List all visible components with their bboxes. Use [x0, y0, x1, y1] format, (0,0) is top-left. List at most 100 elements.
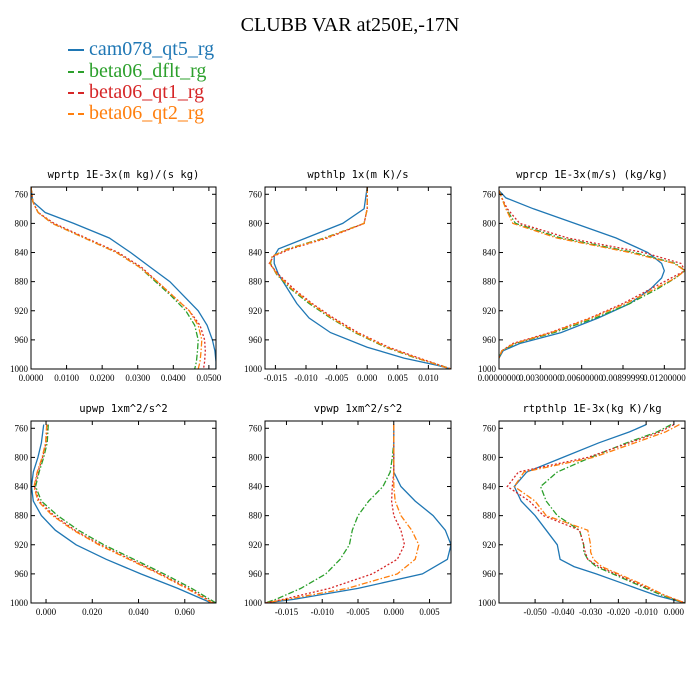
legend-label: beta06_qt1_rg	[89, 81, 205, 103]
y-tick-label: 880	[483, 277, 497, 287]
y-tick-label: 840	[249, 248, 263, 258]
plot-frame	[498, 420, 686, 604]
x-tick-label: -0.010	[635, 607, 659, 617]
series-line-beta06_dflt_rg	[31, 187, 199, 369]
plot-frame	[264, 420, 452, 604]
x-tick-label: 0.0200	[90, 373, 115, 383]
x-tick-label: 0.000	[664, 607, 685, 617]
y-tick-label: 960	[15, 335, 29, 345]
panel-title: wprtp 1E-3x(m kg)/(s kg)	[48, 169, 200, 181]
series-line-beta06_dflt_rg	[265, 424, 395, 603]
x-tick-label: 0.0100	[54, 373, 79, 383]
y-tick-label: 960	[483, 335, 497, 345]
y-tick-label: 840	[15, 248, 29, 258]
y-tick-label: 1000	[244, 364, 263, 374]
x-tick-label: 0.01200000	[643, 373, 686, 383]
x-tick-label: -0.015	[264, 373, 288, 383]
y-tick-label: 840	[483, 482, 497, 492]
x-tick-label: 0.060	[175, 607, 196, 617]
y-tick-label: 760	[483, 423, 497, 433]
x-tick-label: -0.030	[579, 607, 603, 617]
series-line-beta06_dflt_rg	[269, 187, 451, 369]
x-tick-label: 0.0400	[161, 373, 186, 383]
y-tick-label: 880	[483, 511, 497, 521]
y-tick-label: 920	[483, 540, 497, 550]
y-tick-label: 1000	[478, 364, 497, 374]
legend-swatch	[68, 71, 84, 74]
x-tick-label: -0.005	[325, 373, 349, 383]
y-tick-label: 920	[249, 306, 263, 316]
x-tick-label: 0.005	[388, 373, 409, 383]
panel-title: vpwp 1xm^2/s^2	[314, 403, 403, 415]
y-tick-label: 1000	[10, 364, 29, 374]
series-line-beta06_dflt_rg	[499, 190, 685, 359]
chart-panel-1: wprtp 1E-3x(m kg)/(s kg) 760 800 840 880 920 9…	[10, 169, 222, 383]
y-tick-label: 800	[483, 218, 497, 228]
legend-entry-cam078: cam078_qt5_rg	[68, 38, 214, 60]
y-tick-label: 1000	[10, 598, 29, 608]
y-tick-label: 760	[249, 423, 263, 433]
series-line-beta06_qt2_rg	[33, 424, 213, 603]
series-line-beta06_dflt_rg	[34, 424, 216, 603]
x-tick-label: 0.0300	[125, 373, 150, 383]
y-tick-label: 960	[249, 335, 263, 345]
series-line-beta06_qt1_rg	[33, 424, 215, 603]
x-tick-label: 0.040	[128, 607, 149, 617]
legend-label: beta06_dflt_rg	[89, 60, 207, 82]
x-tick-label: -0.020	[607, 607, 631, 617]
y-tick-label: 800	[15, 218, 29, 228]
legend-label: cam078_qt5_rg	[89, 38, 215, 60]
panel-title: wprcp 1E-3x(m/s) (kg/kg)	[516, 169, 668, 181]
series-line-beta06_qt1_rg	[506, 424, 685, 603]
series-line-beta06_qt1_rg	[265, 424, 406, 603]
y-tick-label: 880	[15, 511, 29, 521]
figure-title: CLUBB VAR at250E,-17N	[240, 14, 460, 36]
x-tick-label: -0.015	[275, 607, 299, 617]
legend-swatch	[68, 92, 84, 95]
legend-swatch	[68, 49, 84, 52]
series-line-beta06_dflt_rg	[539, 424, 685, 603]
chart-panel-3: wprcp 1E-3x(m/s) (kg/kg) 760 800 840 880 920 9…	[478, 169, 687, 383]
series-line-beta06_qt1_rg	[31, 187, 206, 369]
y-tick-label: 1000	[244, 598, 263, 608]
y-tick-label: 920	[15, 306, 29, 316]
plot-frame	[498, 186, 686, 370]
panel-title: upwp 1xm^2/s^2	[79, 403, 168, 415]
x-tick-label: -0.050	[523, 607, 547, 617]
legend-entry-beta06-dflt: beta06_dflt_rg	[68, 60, 206, 82]
y-tick-label: 760	[15, 423, 29, 433]
plot-frame	[30, 186, 217, 370]
y-tick-label: 760	[483, 189, 497, 199]
x-tick-label: 0.000	[357, 373, 378, 383]
legend-entry-beta06-qt2: beta06_qt2_rg	[68, 102, 204, 124]
y-tick-label: 840	[15, 482, 29, 492]
x-tick-label: 0.00899999	[602, 373, 645, 383]
x-tick-label: 0.00300000	[519, 373, 562, 383]
y-tick-label: 880	[15, 277, 29, 287]
legend-swatch	[68, 113, 84, 116]
series-line-beta06_qt1_rg	[268, 187, 451, 369]
x-tick-label: -0.010	[294, 373, 318, 383]
x-tick-label: 0.00000000	[478, 373, 521, 383]
panel-title: rtpthlp 1E-3x(kg K)/kg	[522, 403, 661, 415]
x-tick-label: -0.040	[551, 607, 575, 617]
series-line-beta06_qt2_rg	[513, 424, 685, 603]
y-tick-label: 760	[15, 189, 29, 199]
x-tick-label: 0.010	[418, 373, 439, 383]
x-tick-label: 0.0000	[19, 373, 44, 383]
chart-panel-5: vpwp 1xm^2/s^2 760 800 840 880 920 960 1000 -0.0…	[244, 403, 452, 617]
y-tick-label: 960	[15, 569, 29, 579]
x-tick-label: 0.020	[82, 607, 103, 617]
legend-entry-beta06-qt1: beta06_qt1_rg	[68, 81, 204, 103]
x-tick-label: 0.00600000	[560, 373, 603, 383]
chart-panel-4: upwp 1xm^2/s^2 760 800 840 880 920 960 1000 0.00…	[10, 403, 217, 617]
y-tick-label: 800	[249, 218, 263, 228]
x-tick-label: -0.005	[346, 607, 370, 617]
y-tick-label: 1000	[478, 598, 497, 608]
series-line-cam078_qt5_rg	[513, 424, 685, 603]
series-line-beta06_qt1_rg	[499, 190, 685, 359]
series-line-beta06_qt2_rg	[31, 187, 203, 369]
series-line-cam078_qt5_rg	[273, 187, 451, 369]
